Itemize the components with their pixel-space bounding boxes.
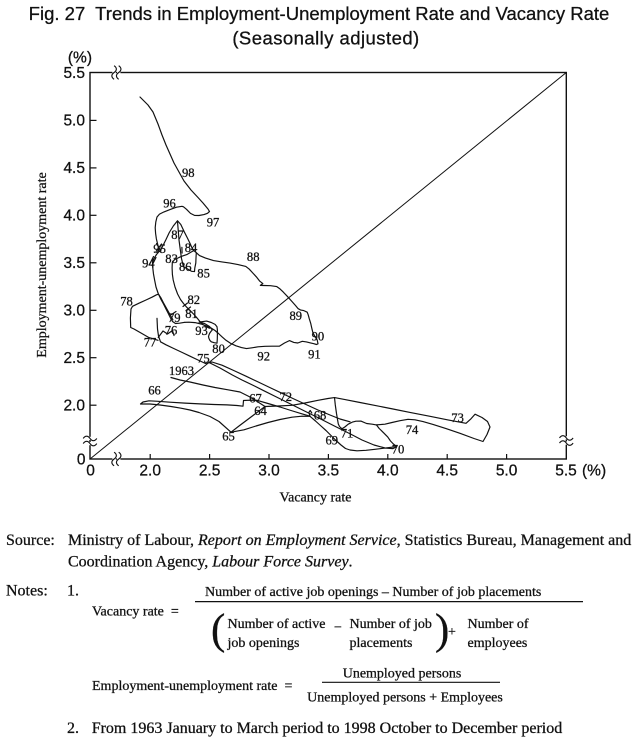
svg-text:69: 69 [326,434,339,448]
svg-text:2.: 2. [67,720,79,737]
svg-text:89: 89 [290,309,303,323]
svg-text:job openings: job openings [227,636,300,651]
svg-text:): ) [435,607,449,654]
svg-text:87: 87 [171,228,184,242]
svg-text:Unemployed persons: Unemployed persons [343,666,462,681]
svg-text:5.5: 5.5 [63,65,85,82]
svg-text:(: ( [211,607,225,654]
svg-text:3.0: 3.0 [258,463,280,480]
svg-text:75: 75 [197,352,210,366]
svg-text:Employment-unemployment rate: Employment-unemployment rate = [92,679,292,694]
svg-text:1.: 1. [67,582,79,599]
svg-text:Number of active job openings: Number of active job openings – Number o… [205,585,541,600]
svg-text:80: 80 [212,342,225,356]
svg-text:95: 95 [153,242,166,256]
svg-text:81: 81 [185,307,198,321]
svg-text:Number of: Number of [468,617,529,632]
svg-text:71: 71 [341,427,354,441]
svg-text:2.0: 2.0 [63,397,85,414]
svg-text:68: 68 [314,409,327,423]
svg-text:Number of active: Number of active [228,617,326,632]
svg-text:Coordination Agency, Labour Fo: Coordination Agency, Labour Force Survey… [68,554,353,571]
svg-text:4.0: 4.0 [63,208,85,225]
svg-text:5.5: 5.5 [555,463,577,480]
svg-text:84: 84 [185,241,198,255]
svg-text:73: 73 [451,411,464,425]
svg-text:83: 83 [165,252,178,266]
svg-text:0: 0 [77,452,86,469]
svg-text:2.5: 2.5 [199,463,221,480]
svg-text:65: 65 [222,430,235,444]
svg-text:2.0: 2.0 [139,463,161,480]
svg-text:Ministry of Labour, Report on: Ministry of Labour, Report on Employment… [68,532,631,549]
svg-text:72: 72 [280,390,293,404]
svg-text:74: 74 [406,423,419,437]
svg-text:Employment-unemployment rate: Employment-unemployment rate [35,172,50,357]
svg-text:64: 64 [254,404,267,418]
svg-text:79: 79 [168,311,181,325]
svg-text:2.5: 2.5 [63,350,85,367]
svg-text:85: 85 [197,267,210,281]
svg-text:3.0: 3.0 [63,303,85,320]
svg-text:82: 82 [188,293,201,307]
svg-text:66: 66 [148,384,161,398]
svg-text:+: + [448,625,456,640]
svg-text:−: − [334,621,342,636]
svg-text:88: 88 [247,250,260,264]
svg-text:1963: 1963 [169,364,194,378]
svg-text:70: 70 [392,443,405,457]
svg-text:Source:: Source: [6,532,55,549]
svg-text:Fig. 27 Trends in Employment-: Fig. 27 Trends in Employment-Unemploymen… [29,3,610,24]
svg-text:0: 0 [86,463,95,480]
svg-text:5.0: 5.0 [63,113,85,130]
svg-text:4.5: 4.5 [63,160,85,177]
svg-text:78: 78 [120,295,133,309]
svg-text:92: 92 [257,350,270,364]
svg-text:Vacancy rate =: Vacancy rate = [92,605,179,620]
svg-text:91: 91 [308,348,321,362]
svg-text:96: 96 [163,197,176,211]
svg-text:Notes:: Notes: [6,582,48,599]
svg-text:67: 67 [249,392,262,406]
svg-text:From 1963 January to March per: From 1963 January to March period to 199… [92,720,563,737]
svg-text:98: 98 [182,166,195,180]
svg-text:77: 77 [144,336,157,350]
svg-text:placements: placements [350,636,413,651]
svg-text:(Seasonally adjusted): (Seasonally adjusted) [232,28,419,49]
svg-text:Vacancy rate: Vacancy rate [280,491,352,506]
svg-text:90: 90 [312,330,325,344]
svg-text:86: 86 [179,260,192,274]
svg-text:94: 94 [142,257,155,271]
svg-text:97: 97 [207,216,220,230]
svg-text:Number of job: Number of job [350,617,432,632]
svg-text:5.0: 5.0 [496,463,518,480]
svg-text:Unemployed persons + Employees: Unemployed persons + Employees [307,691,503,706]
svg-text:(%): (%) [68,50,92,67]
svg-text:3.5: 3.5 [318,463,340,480]
svg-text:4.0: 4.0 [377,463,399,480]
svg-text:employees: employees [468,636,528,651]
svg-text:(%): (%) [582,463,606,480]
svg-text:76: 76 [165,323,178,337]
svg-text:93: 93 [195,324,208,338]
svg-text:4.5: 4.5 [436,463,458,480]
svg-text:3.5: 3.5 [63,255,85,272]
